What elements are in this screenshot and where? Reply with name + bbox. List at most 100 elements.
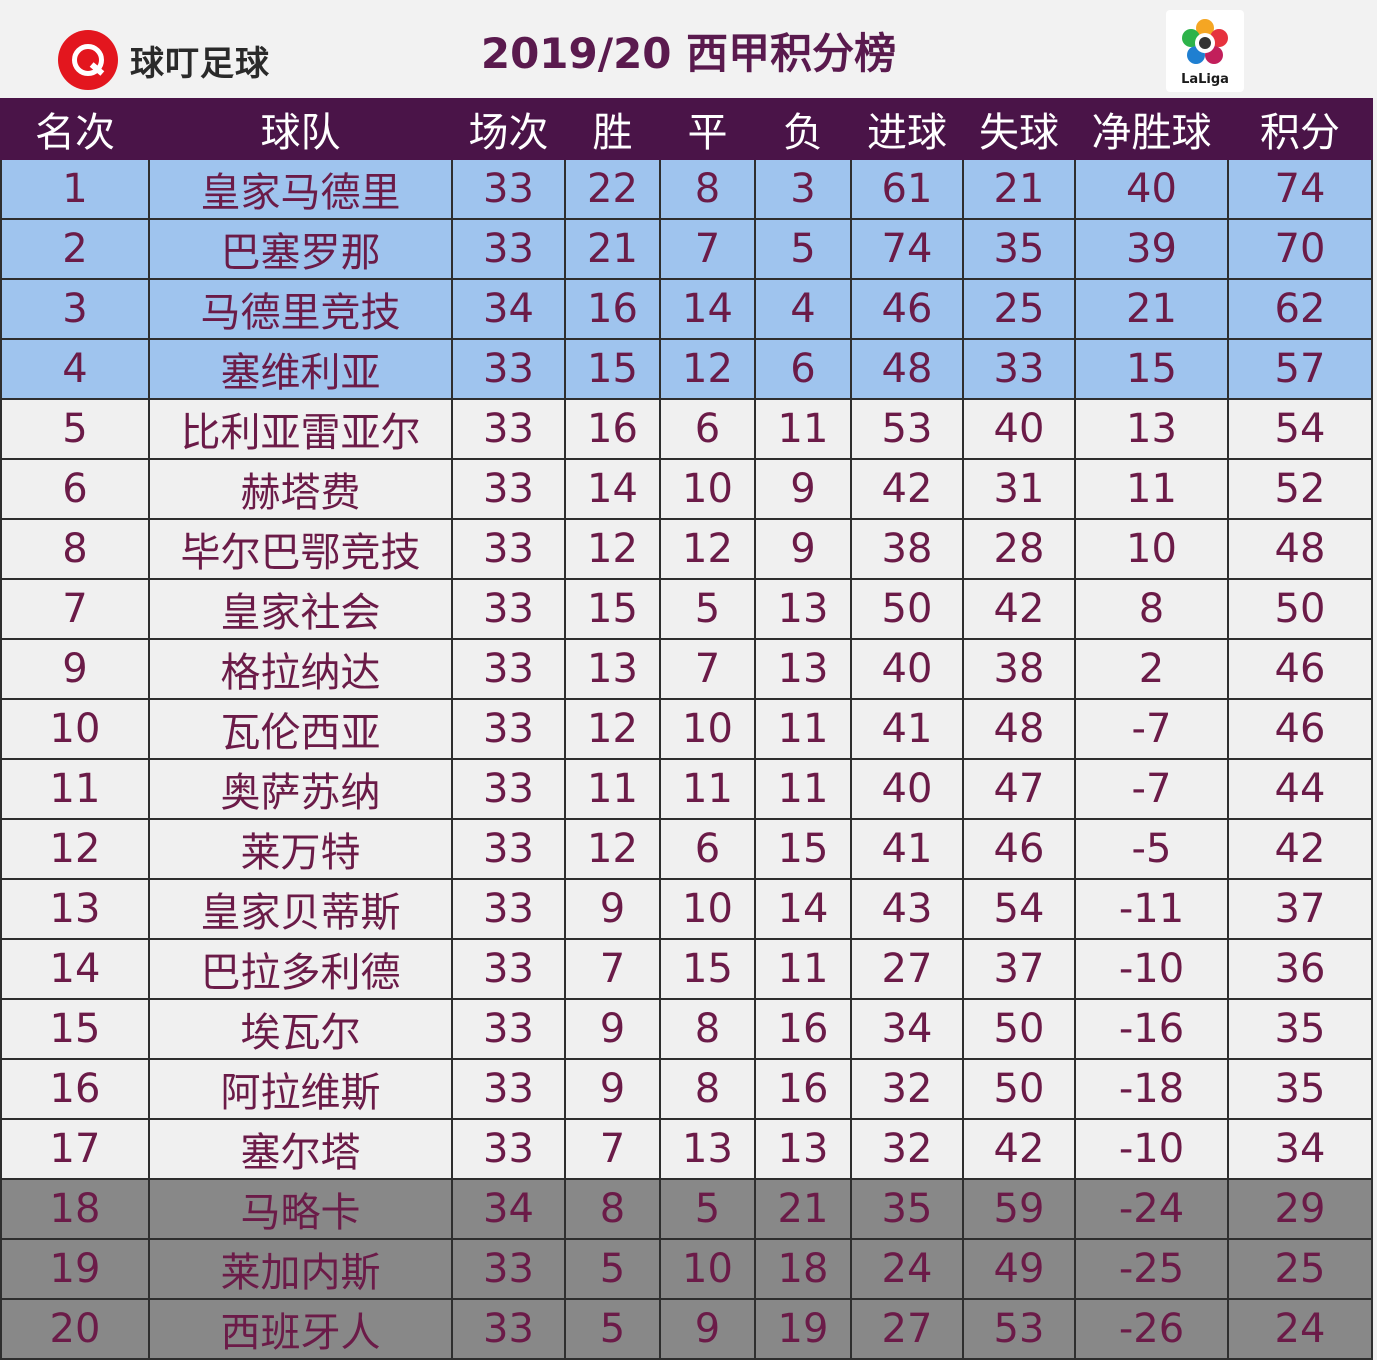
table-row: 9 格拉纳达 33 13 7 13 40 38 2 46 bbox=[0, 638, 1373, 700]
cell-points: 46 bbox=[1227, 698, 1373, 760]
cell-goals-against: 40 bbox=[962, 398, 1076, 460]
cell-won: 15 bbox=[564, 578, 661, 640]
table-row: 6 赫塔费 33 14 10 9 42 31 11 52 bbox=[0, 458, 1373, 520]
cell-won: 13 bbox=[564, 638, 661, 700]
cell-goals-for: 34 bbox=[850, 998, 964, 1060]
cell-team: 瓦伦西亚 bbox=[148, 698, 453, 760]
cell-rank: 18 bbox=[0, 1178, 150, 1240]
table-row: 10 瓦伦西亚 33 12 10 11 41 48 -7 46 bbox=[0, 698, 1373, 760]
table-row: 11 奥萨苏纳 33 11 11 11 40 47 -7 44 bbox=[0, 758, 1373, 820]
cell-goals-for: 61 bbox=[850, 158, 964, 220]
cell-lost: 15 bbox=[754, 818, 852, 880]
cell-goals-for: 35 bbox=[850, 1178, 964, 1240]
cell-goals-for: 42 bbox=[850, 458, 964, 520]
cell-played: 33 bbox=[451, 1298, 566, 1360]
table-row: 18 马略卡 34 8 5 21 35 59 -24 29 bbox=[0, 1178, 1373, 1240]
cell-rank: 20 bbox=[0, 1298, 150, 1360]
cell-played: 33 bbox=[451, 758, 566, 820]
cell-goals-for: 48 bbox=[850, 338, 964, 400]
cell-played: 33 bbox=[451, 698, 566, 760]
cell-drawn: 8 bbox=[659, 998, 756, 1060]
cell-played: 33 bbox=[451, 158, 566, 220]
cell-goals-against: 42 bbox=[962, 1118, 1076, 1180]
column-header-played: 场次 bbox=[451, 98, 566, 160]
cell-goal-difference: -16 bbox=[1074, 998, 1229, 1060]
cell-rank: 14 bbox=[0, 938, 150, 1000]
cell-lost: 13 bbox=[754, 1118, 852, 1180]
cell-rank: 16 bbox=[0, 1058, 150, 1120]
cell-won: 9 bbox=[564, 878, 661, 940]
cell-played: 33 bbox=[451, 458, 566, 520]
cell-points: 57 bbox=[1227, 338, 1373, 400]
cell-won: 9 bbox=[564, 1058, 661, 1120]
cell-goals-for: 40 bbox=[850, 638, 964, 700]
cell-rank: 2 bbox=[0, 218, 150, 280]
column-header-lost: 负 bbox=[754, 98, 852, 160]
cell-team: 莱加内斯 bbox=[148, 1238, 453, 1300]
cell-drawn: 12 bbox=[659, 338, 756, 400]
table-header-row: 名次 球队 场次胜平负进球 失球 净胜球 积分 bbox=[0, 98, 1373, 160]
brand-name: 球叮足球 bbox=[130, 43, 270, 84]
cell-points: 37 bbox=[1227, 878, 1373, 940]
cell-played: 33 bbox=[451, 398, 566, 460]
brand-mark-icon bbox=[58, 30, 118, 90]
cell-goals-against: 50 bbox=[962, 1058, 1076, 1120]
table-row: 5 比利亚雷亚尔 33 16 6 11 53 40 13 54 bbox=[0, 398, 1373, 460]
cell-team: 埃瓦尔 bbox=[148, 998, 453, 1060]
table-row: 1 皇家马德里 33 22 8 3 61 21 40 74 bbox=[0, 158, 1373, 220]
standings-graphic: 球叮足球 2019/20 西甲积分榜 LaLiga bbox=[0, 0, 1377, 1280]
cell-goals-against: 31 bbox=[962, 458, 1076, 520]
cell-drawn: 8 bbox=[659, 158, 756, 220]
cell-points: 54 bbox=[1227, 398, 1373, 460]
cell-goal-difference: 15 bbox=[1074, 338, 1229, 400]
table-row: 15 埃瓦尔 33 9 8 16 34 50 -16 35 bbox=[0, 998, 1373, 1060]
cell-points: 48 bbox=[1227, 518, 1373, 580]
cell-points: 74 bbox=[1227, 158, 1373, 220]
cell-rank: 12 bbox=[0, 818, 150, 880]
cell-won: 15 bbox=[564, 338, 661, 400]
cell-drawn: 11 bbox=[659, 758, 756, 820]
cell-goals-against: 25 bbox=[962, 278, 1076, 340]
column-header-goal-difference: 净胜球 bbox=[1074, 98, 1229, 160]
cell-team: 皇家马德里 bbox=[148, 158, 453, 220]
cell-goals-for: 46 bbox=[850, 278, 964, 340]
cell-points: 25 bbox=[1227, 1238, 1373, 1300]
cell-rank: 9 bbox=[0, 638, 150, 700]
cell-goals-against: 46 bbox=[962, 818, 1076, 880]
cell-rank: 8 bbox=[0, 518, 150, 580]
column-header-goals-for: 进球 bbox=[850, 98, 964, 160]
table-row: 12 莱万特 33 12 6 15 41 46 -5 42 bbox=[0, 818, 1373, 880]
cell-goal-difference: -10 bbox=[1074, 1118, 1229, 1180]
cell-lost: 5 bbox=[754, 218, 852, 280]
cell-drawn: 7 bbox=[659, 218, 756, 280]
cell-points: 62 bbox=[1227, 278, 1373, 340]
cell-won: 16 bbox=[564, 278, 661, 340]
cell-lost: 11 bbox=[754, 758, 852, 820]
cell-goal-difference: -26 bbox=[1074, 1298, 1229, 1360]
cell-drawn: 6 bbox=[659, 398, 756, 460]
cell-won: 9 bbox=[564, 998, 661, 1060]
cell-rank: 17 bbox=[0, 1118, 150, 1180]
cell-goals-for: 24 bbox=[850, 1238, 964, 1300]
cell-lost: 6 bbox=[754, 338, 852, 400]
cell-lost: 19 bbox=[754, 1298, 852, 1360]
table-row: 7 皇家社会 33 15 5 13 50 42 8 50 bbox=[0, 578, 1373, 640]
cell-goal-difference: 11 bbox=[1074, 458, 1229, 520]
cell-drawn: 14 bbox=[659, 278, 756, 340]
column-header-won: 胜 bbox=[564, 98, 661, 160]
cell-drawn: 6 bbox=[659, 818, 756, 880]
cell-team: 赫塔费 bbox=[148, 458, 453, 520]
cell-drawn: 5 bbox=[659, 1178, 756, 1240]
laliga-wordmark: LaLiga bbox=[1181, 72, 1229, 87]
cell-drawn: 7 bbox=[659, 638, 756, 700]
cell-goal-difference: -25 bbox=[1074, 1238, 1229, 1300]
cell-won: 7 bbox=[564, 1118, 661, 1180]
cell-lost: 9 bbox=[754, 518, 852, 580]
cell-played: 33 bbox=[451, 578, 566, 640]
cell-rank: 5 bbox=[0, 398, 150, 460]
cell-drawn: 10 bbox=[659, 878, 756, 940]
cell-points: 36 bbox=[1227, 938, 1373, 1000]
table-row: 16 阿拉维斯 33 9 8 16 32 50 -18 35 bbox=[0, 1058, 1373, 1120]
cell-lost: 11 bbox=[754, 398, 852, 460]
cell-team: 毕尔巴鄂竞技 bbox=[148, 518, 453, 580]
